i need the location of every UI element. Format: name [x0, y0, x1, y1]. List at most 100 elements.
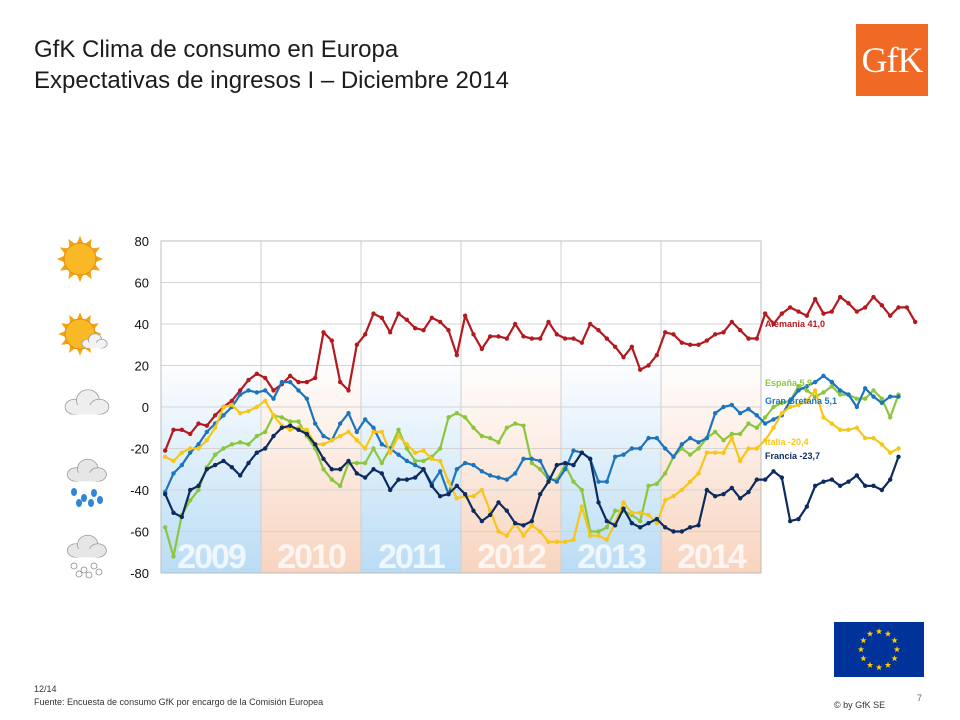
data-point-gran-breta-a	[612, 454, 618, 459]
data-point-espa-a	[529, 460, 535, 466]
data-point-espa-a	[487, 435, 493, 441]
data-point-francia	[562, 460, 568, 466]
data-point-italia	[262, 398, 268, 403]
data-point-francia	[829, 477, 835, 482]
footer-date: 12/14	[34, 684, 57, 694]
data-point-espa-a	[171, 554, 176, 559]
data-point-alemania	[504, 336, 510, 341]
data-point-gran-breta-a	[621, 452, 626, 457]
data-point-italia	[346, 429, 351, 435]
data-point-espa-a	[712, 429, 718, 435]
data-point-francia	[587, 456, 593, 462]
data-point-italia	[379, 429, 385, 435]
data-point-italia	[162, 454, 168, 459]
data-point-francia	[521, 523, 526, 528]
data-point-francia	[629, 521, 635, 526]
data-point-italia	[221, 404, 226, 410]
data-point-gran-breta-a	[679, 442, 685, 447]
data-point-alemania	[454, 352, 460, 358]
data-point-francia	[746, 489, 751, 495]
gfk-logo: GfK	[856, 24, 928, 96]
data-point-espa-a	[637, 518, 643, 524]
data-point-italia	[579, 504, 585, 509]
sun-ray	[91, 264, 101, 271]
data-point-gran-breta-a	[237, 392, 243, 397]
sun-ray	[91, 323, 99, 330]
data-point-espa-a	[571, 479, 576, 484]
data-point-espa-a	[379, 460, 385, 466]
data-point-francia	[262, 446, 268, 451]
data-point-italia	[329, 438, 335, 443]
data-point-alemania	[246, 377, 251, 383]
data-point-italia	[779, 411, 785, 416]
data-point-gran-breta-a	[596, 479, 601, 484]
snowflake	[90, 562, 98, 570]
data-point-alemania	[162, 448, 168, 453]
data-point-italia	[771, 425, 776, 430]
sun-ray	[85, 238, 92, 248]
data-point-francia	[237, 473, 243, 478]
snowflake	[80, 566, 88, 574]
y-tick-label: -60	[130, 525, 149, 540]
data-point-italia	[804, 398, 810, 403]
data-point-alemania	[496, 334, 501, 339]
data-point-francia	[596, 500, 601, 505]
data-point-espa-a	[796, 384, 801, 389]
data-point-espa-a	[604, 525, 610, 530]
data-point-espa-a	[721, 438, 726, 443]
data-point-gran-breta-a	[704, 435, 710, 441]
data-point-francia	[337, 467, 343, 472]
data-point-gran-breta-a	[812, 379, 818, 385]
data-point-francia	[404, 477, 410, 482]
data-point-gran-breta-a	[554, 479, 560, 484]
eu-star	[875, 628, 883, 635]
data-point-alemania	[679, 340, 685, 345]
data-point-gran-breta-a	[496, 475, 501, 480]
data-point-francia	[221, 458, 226, 464]
data-point-espa-a	[221, 446, 226, 451]
data-point-alemania	[829, 309, 835, 314]
data-point-espa-a	[737, 431, 743, 437]
footer-copyright: © by GfK SE	[834, 700, 886, 710]
eu-star	[860, 655, 867, 662]
data-point-francia	[421, 467, 426, 472]
data-point-italia	[696, 471, 701, 476]
data-point-italia	[529, 523, 535, 528]
series-alemania	[162, 294, 918, 453]
data-point-espa-a	[879, 396, 885, 401]
sun-ray	[69, 315, 76, 323]
rain-drop	[88, 499, 94, 507]
sun-ray	[59, 264, 69, 271]
data-point-gran-breta-a	[271, 396, 276, 401]
rain-drop	[81, 494, 87, 502]
data-point-francia	[512, 521, 518, 526]
data-point-francia	[429, 483, 435, 489]
data-point-italia	[837, 427, 843, 433]
data-point-espa-a	[654, 481, 660, 486]
data-point-francia	[896, 454, 901, 459]
rain-cloud-icon	[66, 458, 107, 507]
data-point-italia	[654, 521, 660, 526]
sun-ray	[68, 270, 75, 280]
data-point-alemania	[571, 336, 576, 341]
data-point-alemania	[471, 332, 476, 337]
data-point-alemania	[687, 342, 693, 347]
data-point-alemania	[304, 379, 310, 385]
data-point-italia	[396, 433, 401, 439]
data-point-francia	[304, 431, 310, 437]
data-point-alemania	[912, 319, 918, 325]
data-point-italia	[287, 427, 293, 433]
data-point-italia	[604, 537, 610, 542]
data-point-alemania	[512, 321, 518, 327]
data-point-espa-a	[229, 442, 235, 447]
data-point-italia	[796, 402, 801, 408]
data-point-espa-a	[496, 440, 501, 445]
data-point-gran-breta-a	[321, 433, 326, 439]
y-tick-label: 40	[135, 317, 149, 332]
y-tick-label: -40	[130, 483, 149, 498]
data-point-espa-a	[287, 419, 293, 424]
data-point-alemania	[337, 379, 343, 385]
sun-ray	[59, 247, 69, 254]
data-point-gran-breta-a	[871, 394, 876, 399]
data-point-francia	[621, 506, 626, 511]
